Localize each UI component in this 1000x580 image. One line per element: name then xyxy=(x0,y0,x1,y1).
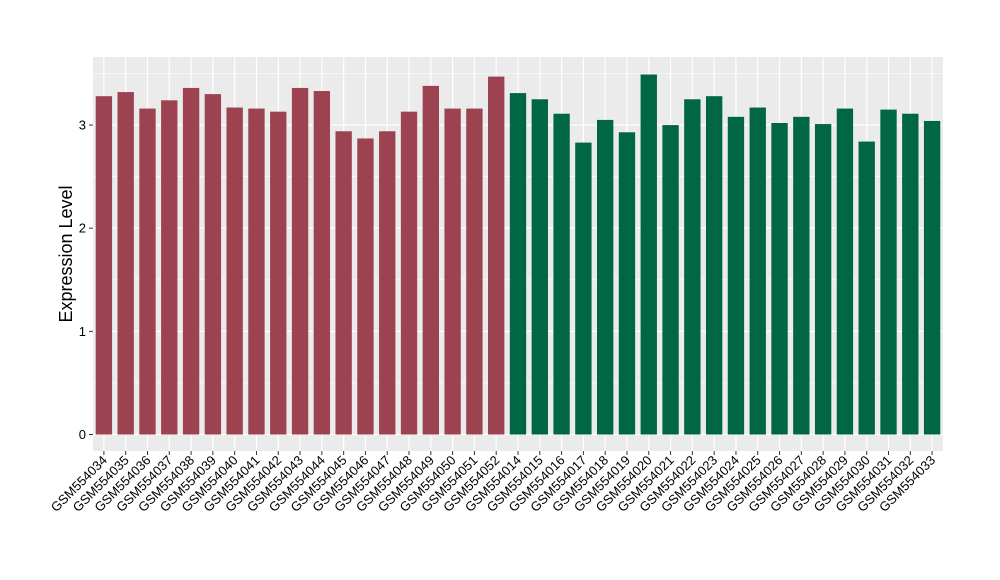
y-tick-label: 0 xyxy=(79,427,86,442)
bar xyxy=(291,87,309,435)
bar xyxy=(618,132,636,435)
bar xyxy=(814,124,832,435)
bar xyxy=(488,76,505,435)
bar xyxy=(902,113,919,435)
bar xyxy=(793,116,810,435)
y-tick-label: 1 xyxy=(79,324,86,339)
x-axis: GSM554034GSM554035GSM554036GSM554037GSM5… xyxy=(48,451,938,515)
bar xyxy=(139,108,156,435)
bar xyxy=(422,85,439,435)
bar xyxy=(836,108,854,435)
bar xyxy=(226,107,243,435)
y-tick-label: 2 xyxy=(79,221,86,236)
bar xyxy=(379,131,396,435)
bar xyxy=(771,123,788,435)
bar xyxy=(880,109,897,435)
bar xyxy=(444,108,461,435)
bar xyxy=(335,131,352,435)
bar xyxy=(400,111,418,435)
bar xyxy=(858,141,875,435)
bar xyxy=(466,108,483,435)
bar xyxy=(313,91,331,435)
bar xyxy=(531,99,548,435)
bar xyxy=(117,92,134,435)
bar xyxy=(95,96,113,435)
bar xyxy=(161,100,178,435)
bar xyxy=(182,87,200,435)
bar xyxy=(270,111,287,435)
bar xyxy=(727,116,745,435)
bars xyxy=(95,74,941,435)
bar xyxy=(749,107,766,435)
bar xyxy=(204,94,222,435)
bar xyxy=(684,99,701,435)
y-axis: 0 1 2 3 xyxy=(79,118,93,442)
bar xyxy=(357,138,374,435)
bar xyxy=(923,120,941,435)
y-tick-label: 3 xyxy=(79,118,86,133)
bar xyxy=(575,142,592,435)
bar xyxy=(662,125,679,435)
y-axis-title: Expression Level xyxy=(56,185,76,322)
bar xyxy=(248,108,265,435)
bar xyxy=(640,74,657,435)
bar xyxy=(509,93,527,435)
bar xyxy=(597,119,614,435)
bar xyxy=(705,96,723,435)
bar xyxy=(553,113,570,435)
